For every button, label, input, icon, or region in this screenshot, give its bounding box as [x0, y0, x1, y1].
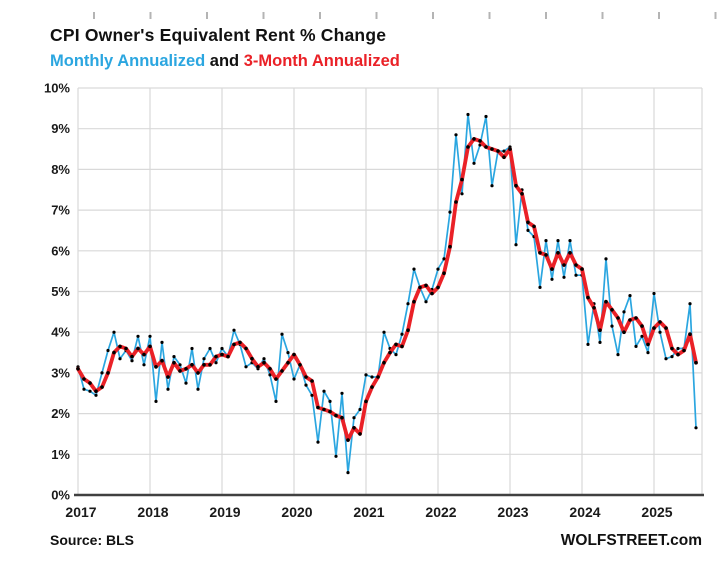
svg-text:7%: 7% [51, 203, 70, 218]
source-label: Source: BLS [50, 532, 135, 548]
legend-monthly-annualized: Monthly Annualized [50, 52, 206, 71]
y-axis-labels: 0% 1% 2% 3% 4% 5% 6% 7% 8% 9% 10% [44, 81, 70, 503]
top-tick-marks [93, 12, 717, 19]
svg-text:2018: 2018 [137, 504, 168, 520]
svg-text:2024: 2024 [569, 504, 600, 520]
svg-text:2023: 2023 [497, 504, 528, 520]
svg-text:9%: 9% [51, 121, 70, 136]
three-month-annualized-line [76, 136, 698, 443]
svg-text:2019: 2019 [209, 504, 240, 520]
svg-text:6%: 6% [51, 243, 70, 258]
svg-text:0%: 0% [51, 488, 70, 503]
svg-text:2017: 2017 [65, 504, 96, 520]
title-block: CPI Owner's Equivalent Rent % Change Mon… [50, 22, 400, 75]
legend-and-text: and [205, 52, 244, 71]
svg-text:8%: 8% [51, 162, 70, 177]
monthly-annualized-line [76, 112, 698, 475]
svg-text:10%: 10% [44, 81, 70, 96]
svg-text:5%: 5% [51, 284, 70, 299]
svg-text:3%: 3% [51, 365, 70, 380]
svg-text:2%: 2% [51, 406, 70, 421]
svg-text:1%: 1% [51, 447, 70, 462]
svg-text:2021: 2021 [353, 504, 384, 520]
x-axis-labels: 2017 2018 2019 2020 2021 2022 2023 2024 2025 [65, 504, 672, 520]
page-title: CPI Owner's Equivalent Rent % Change [50, 25, 387, 45]
page-subtitle: Monthly Annualized and 3-Month Annualize… [50, 49, 400, 75]
svg-text:2022: 2022 [425, 504, 456, 520]
branding-label: WOLFSTREET.com [560, 532, 702, 549]
svg-text:2025: 2025 [641, 504, 672, 520]
gridlines [77, 87, 703, 495]
footer: Source: BLS WOLFSTREET.com [0, 532, 726, 554]
legend-3month-annualized: 3-Month Annualized [243, 52, 400, 71]
svg-text:4%: 4% [51, 325, 70, 340]
svg-text:2020: 2020 [281, 504, 312, 520]
